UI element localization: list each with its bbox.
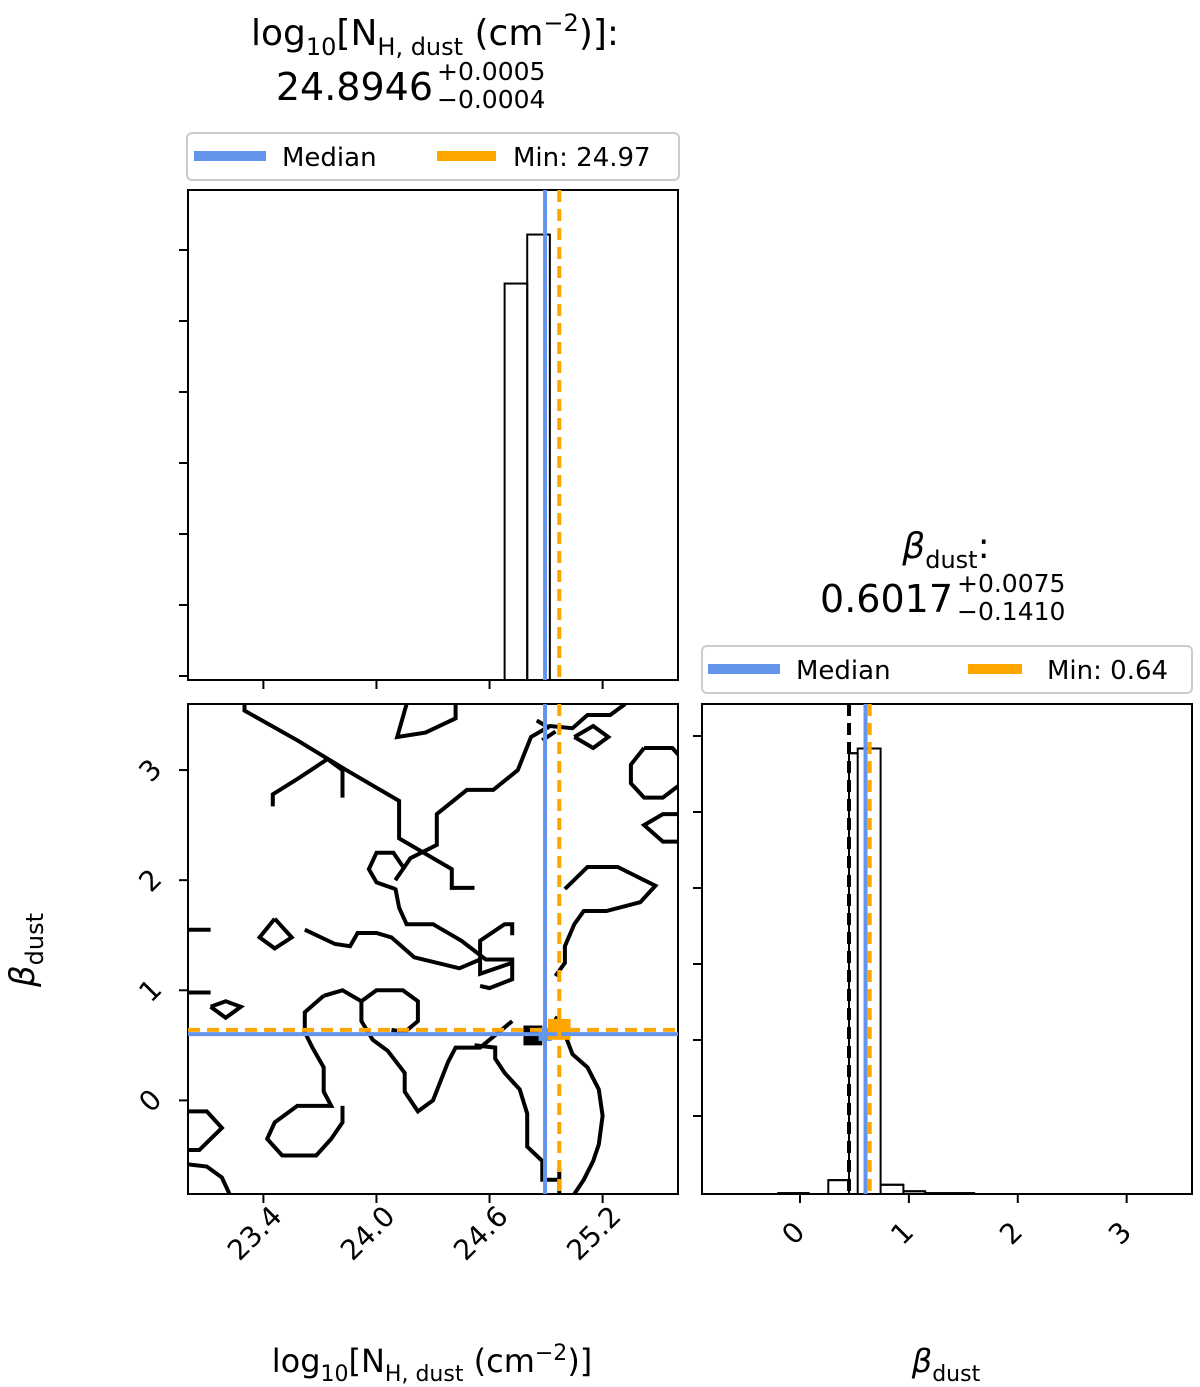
- xlabel-nh: log10[NH, dust (cm−2)]: [272, 1341, 593, 1387]
- legend-nh-median-label: Median: [282, 143, 377, 173]
- contour-xtick-label-2: 24.6: [447, 1200, 514, 1267]
- title-nh: log10[NH, dust (cm−2)]: 24.8946 +0.0005 …: [251, 9, 619, 114]
- panel-nh-histogram-ticks: [179, 249, 604, 689]
- contour-line-20: [264, 994, 345, 1158]
- panel-nh-histogram-frame: [187, 189, 679, 681]
- ylabel-beta-text: βdust: [3, 913, 49, 988]
- contour-line-0: [242, 704, 475, 890]
- hist-beta-xtick-label-2: 2: [993, 1215, 1029, 1251]
- contour-line-8: [573, 723, 612, 751]
- hist-beta-outline: [702, 747, 1192, 1195]
- hist-beta-xtick-label-1: 1: [884, 1215, 920, 1251]
- panel-contour-frame: [187, 703, 679, 1195]
- legend-beta: Median Min: 0.64: [701, 645, 1193, 694]
- contour-line-23: [474, 1043, 558, 1182]
- contour-line-2: [270, 756, 345, 807]
- legend-nh: Median Min: 24.97: [186, 132, 680, 181]
- contour-line-6: [394, 704, 458, 740]
- ylabel-beta: βdust: [3, 913, 49, 988]
- xlabel-nh-text: log10[NH, dust (cm−2)]: [272, 1341, 593, 1387]
- contour-line-5: [366, 850, 407, 891]
- panel-contour-ticks: 23.4 24.0 24.6 25.2 0 1 2 3: [132, 752, 627, 1267]
- title-beta-label: βdust:: [901, 526, 989, 574]
- contour-line-13: [479, 962, 515, 991]
- contour-ytick-label-2: 2: [132, 863, 168, 899]
- contour-line-22: [188, 1162, 232, 1194]
- title-nh-err-minus: −0.0004: [437, 85, 545, 114]
- title-nh-label: log10[NH, dust (cm−2)]:: [251, 9, 619, 61]
- panel-nh-histogram-bins: [503, 233, 551, 682]
- panel-beta-histogram: 0 1 2 3: [693, 703, 1193, 1251]
- contour-line-25: [563, 1033, 605, 1194]
- panel-beta-histogram-bins: [702, 747, 1192, 1195]
- panel-nh-histogram: [179, 189, 679, 689]
- contour-group: [188, 704, 678, 1194]
- hist-beta-xtick-label-3: 3: [1102, 1215, 1138, 1251]
- title-beta-err-minus: −0.1410: [957, 597, 1065, 626]
- panel-contour-lines: [188, 704, 678, 1194]
- contour-line-21: [188, 1109, 225, 1152]
- legend-beta-box: [701, 645, 1193, 694]
- contour-line-10: [640, 812, 678, 844]
- hist-nh-bar-1: [526, 233, 551, 682]
- contour-line-19: [360, 988, 420, 1035]
- contour-line-15: [256, 917, 295, 951]
- contour-xtick-label-3: 25.2: [560, 1200, 627, 1267]
- title-nh-value: 24.8946: [276, 65, 433, 109]
- contour-line-12: [553, 865, 659, 978]
- panel-beta-histogram-lines: [847, 704, 872, 1194]
- legend-nh-min-label: Min: 24.97: [513, 143, 651, 173]
- title-beta: βdust: 0.6017 +0.0075 −0.1410: [820, 526, 1065, 626]
- contour-line-3: [393, 704, 627, 882]
- contour-line-18: [323, 988, 514, 1115]
- xlabel-beta-text: βdust: [911, 1342, 981, 1387]
- contour-ytick-label-0: 0: [132, 1083, 168, 1119]
- contour-xtick-label-1: 24.0: [334, 1200, 401, 1267]
- legend-beta-median-label: Median: [796, 656, 891, 686]
- contour-ytick-label-1: 1: [132, 973, 168, 1009]
- contour-line-9: [628, 746, 678, 800]
- panel-contour-markers: [188, 704, 678, 1194]
- title-beta-err-plus: +0.0075: [957, 569, 1065, 598]
- contour-line-11: [393, 887, 515, 977]
- title-beta-value: 0.6017: [820, 577, 953, 621]
- panel-beta-histogram-ticks: 0 1 2 3: [693, 735, 1138, 1251]
- panel-nh-histogram-lines: [543, 190, 562, 680]
- panel-beta-histogram-frame: [701, 703, 1193, 1195]
- hist-beta-xtick-label-0: 0: [775, 1215, 811, 1251]
- legend-beta-min-label: Min: 0.64: [1047, 656, 1168, 686]
- hist-nh-bar-0: [503, 282, 529, 681]
- title-nh-err-plus: +0.0005: [437, 57, 545, 86]
- contour-ytick-label-3: 3: [132, 752, 168, 788]
- xlabel-beta: βdust: [911, 1342, 981, 1387]
- contour-line-14: [303, 927, 481, 971]
- panel-contour: 23.4 24.0 24.6 25.2 0 1 2 3: [132, 703, 679, 1267]
- legend-nh-box: [186, 132, 680, 181]
- contour-line-17: [209, 999, 246, 1021]
- contour-xtick-label-0: 23.4: [221, 1200, 288, 1267]
